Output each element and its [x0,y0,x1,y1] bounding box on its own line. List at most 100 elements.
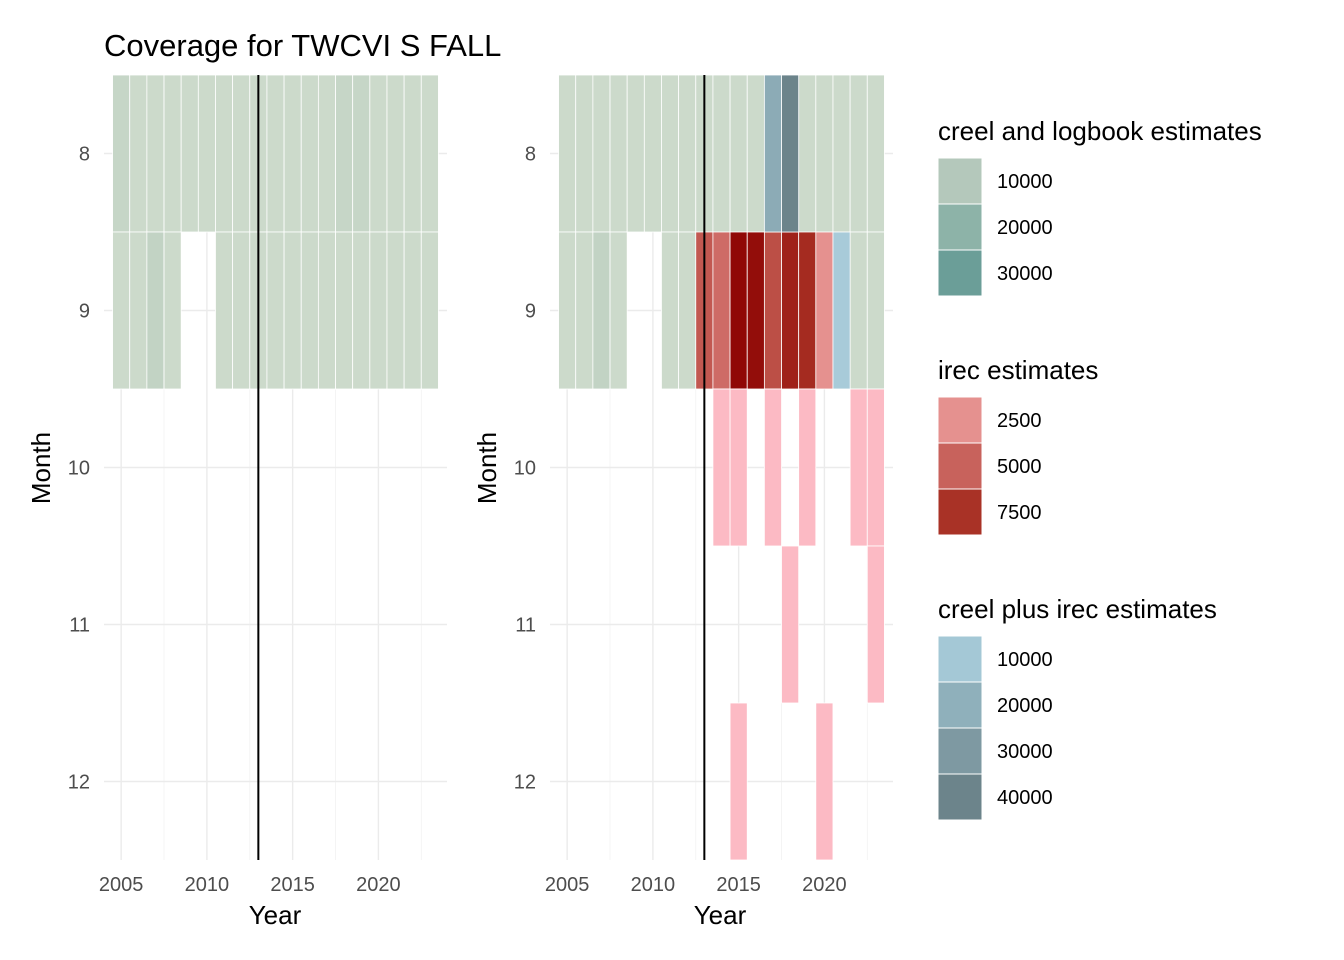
tile-2009-8 [180,74,199,233]
tile-2022-8 [849,74,868,233]
tile-2011-8 [661,74,680,233]
tile-2008-9 [163,231,182,390]
legend-key [937,249,983,297]
legend-3: creel plus irec estimates 10000 20000 30000… [937,594,1217,821]
tile-2018-9 [781,231,800,390]
legend-label: 20000 [997,695,1053,717]
tile-2021-9 [832,231,851,390]
tile-2007-8 [592,74,611,233]
legend-label: 20000 [997,217,1053,239]
tile-2007-9 [146,231,165,390]
x-tick-label: 2005 [99,874,144,896]
y-tick-label: 9 [79,301,90,323]
legend-key [937,681,983,729]
tile-2015-12 [729,702,748,861]
legend-key [937,773,983,821]
legend-label: 5000 [997,456,1042,478]
panel-right: 2005 2010 2015 2020 8 9 10 11 12 [514,74,893,897]
tile-2023-10 [866,388,885,547]
legend-key [937,396,983,444]
y-tick-label: 9 [525,301,536,323]
tile-2017-8 [763,74,782,233]
legend-label: 30000 [997,263,1053,285]
y-tick-label: 12 [514,772,536,794]
tile-2019-10 [798,388,817,547]
tile-2005-9 [112,231,131,390]
tile-2015-9 [283,231,302,390]
tile-2016-9 [300,231,319,390]
tile-2019-9 [352,231,371,390]
tile-2018-11 [781,545,800,704]
tile-2010-8 [197,74,216,233]
x-tick-label: 2020 [356,874,401,896]
x-tick-label: 2010 [185,874,230,896]
tile-2023-9 [420,231,439,390]
y-tick-label: 10 [68,458,90,480]
legend-key [937,727,983,775]
tile-2014-8 [712,74,731,233]
tile-2012-9 [678,231,697,390]
y-axis-title-right: Month [472,432,502,504]
legend-key [937,157,983,205]
y-tick-label: 12 [68,772,90,794]
legend-2: irec estimates 2500 5000 7500 [937,355,1098,536]
tile-2022-9 [403,231,422,390]
y-tick-label: 8 [79,144,90,166]
legend-label: 10000 [997,649,1053,671]
tile-2020-9 [815,231,834,390]
tile-2019-9 [798,231,817,390]
x-axis-title-left: Year [249,900,302,930]
x-tick-label: 2020 [802,874,847,896]
tile-2011-9 [661,231,680,390]
tile-2017-10 [763,388,782,547]
x-tick-label: 2015 [270,874,315,896]
tile-2023-9 [866,231,885,390]
legend-label: 10000 [997,171,1053,193]
tick-labels-right: 2005 2010 2015 2020 8 9 10 11 12 [514,144,847,897]
tile-2016-8 [746,74,765,233]
tile-2021-8 [386,74,405,233]
tile-2014-10 [712,388,731,547]
panel-left: 2005 2010 2015 2020 8 9 10 11 12 [68,74,447,897]
tile-2014-9 [266,231,285,390]
legend-1: creel and logbook estimates 10000 20000 300… [937,116,1262,297]
tile-2018-8 [335,74,354,233]
tile-2018-9 [335,231,354,390]
tile-2023-8 [420,74,439,233]
tile-2006-9 [129,231,148,390]
tile-2020-8 [369,74,388,233]
y-axis-title-left: Month [26,432,56,504]
y-tick-label: 11 [515,615,536,637]
tile-2007-8 [146,74,165,233]
tile-2008-8 [609,74,628,233]
tile-2006-8 [129,74,148,233]
tile-2005-8 [558,74,577,233]
tile-2020-12 [815,702,834,861]
legend-key [937,203,983,251]
tile-2012-8 [678,74,697,233]
y-tick-label: 10 [514,458,536,480]
x-tick-label: 2010 [631,874,676,896]
tile-2018-8 [781,74,800,233]
tile-2023-11 [866,545,885,704]
tile-2019-8 [352,74,371,233]
tile-2007-9 [592,231,611,390]
tile-2016-9 [746,231,765,390]
tile-2011-8 [215,74,234,233]
tick-labels-left: 2005 2010 2015 2020 8 9 10 11 12 [68,144,401,897]
x-axis-title-right: Year [694,900,747,930]
legend-key [937,635,983,683]
tile-2015-8 [729,74,748,233]
tile-2006-9 [575,231,594,390]
tile-2014-8 [266,74,285,233]
x-tick-label: 2015 [716,874,761,896]
legend-label: 7500 [997,502,1042,524]
legends: creel and logbook estimates 10000 20000 300… [937,116,1262,821]
tile-2006-8 [575,74,594,233]
tile-2012-9 [232,231,251,390]
tile-2005-8 [112,74,131,233]
legend-label: 40000 [997,787,1053,809]
legend-label: 2500 [997,410,1042,432]
legend-label: 30000 [997,741,1053,763]
